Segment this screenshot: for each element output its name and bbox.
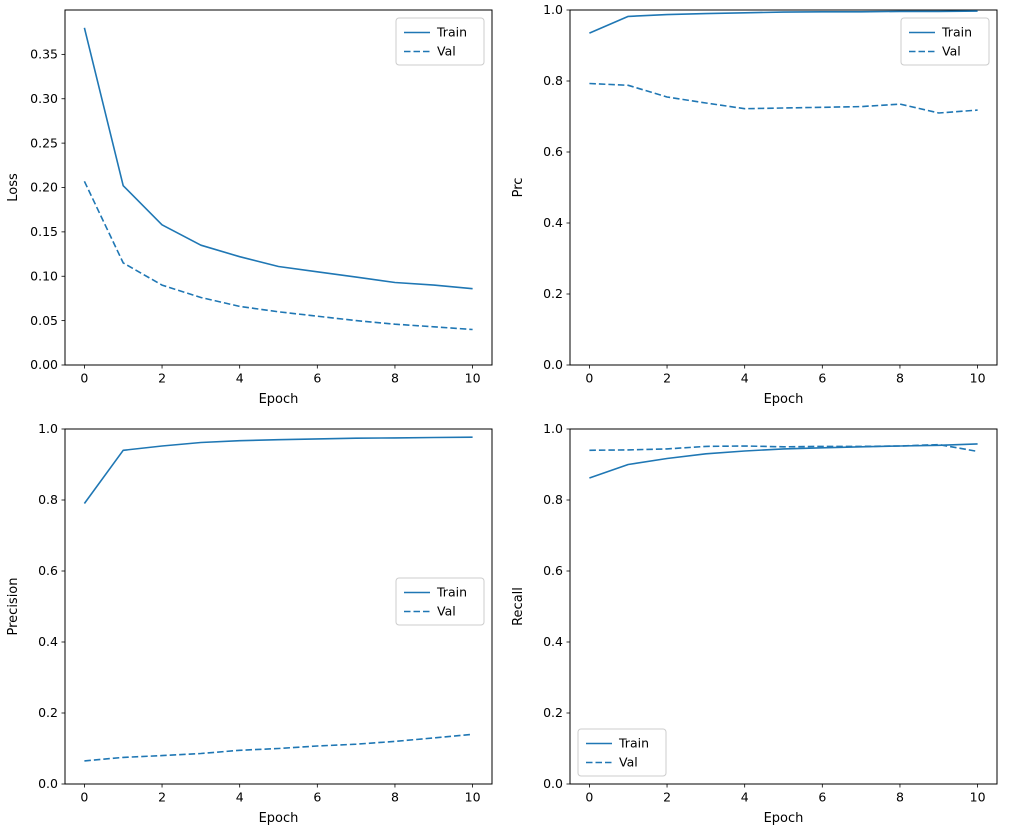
legend-val-label: Val — [437, 604, 456, 619]
y-tick-label: 0.0 — [38, 776, 58, 791]
y-tick-label: 1.0 — [543, 2, 563, 17]
y-axis-label: Precision — [6, 577, 21, 635]
x-tick-label: 0 — [80, 790, 88, 805]
legend-val-label: Val — [619, 755, 638, 770]
y-tick-label: 0.6 — [543, 144, 563, 159]
loss-chart-svg: 0 2 4 6 8 10 0.00 0.05 0.10 0.15 0.20 0.25 0.30 0.35 E… — [6, 9, 493, 407]
y-tick-label: 0.6 — [543, 563, 563, 578]
x-tick-label: 10 — [465, 790, 481, 805]
axes-frame — [569, 9, 998, 366]
legend-box — [395, 17, 485, 66]
x-tick-label: 0 — [80, 371, 88, 386]
precision-chart-svg: 0 2 4 6 8 10 0.0 0.2 0.4 0.6 0.8 1.0 Epoch Precision T… — [6, 421, 493, 826]
subplot-precision: 0 2 4 6 8 10 0.0 0.2 0.4 0.6 0.8 1.0 Epoch Precision T… — [0, 419, 505, 838]
x-tick-label: 10 — [970, 790, 986, 805]
y-tick-label: 0.35 — [30, 47, 58, 62]
legend-box — [900, 17, 990, 66]
x-tick-label: 8 — [896, 371, 904, 386]
x-tick-label: 8 — [896, 790, 904, 805]
y-tick-label: 0.2 — [38, 705, 58, 720]
y-tick-label: 0.25 — [30, 135, 58, 150]
y-tick-label: 0.30 — [30, 91, 58, 106]
x-tick-label: 8 — [391, 790, 399, 805]
recall-chart-svg: 0 2 4 6 8 10 0.0 0.2 0.4 0.6 0.8 1.0 Epoch Recall Trai… — [511, 421, 998, 826]
legend-val-label: Val — [942, 44, 961, 59]
y-tick-label: 0.6 — [38, 563, 58, 578]
train-line — [83, 436, 473, 504]
x-tick-label: 2 — [158, 371, 166, 386]
x-tick-label: 4 — [236, 371, 244, 386]
y-axis-label: Loss — [6, 173, 21, 202]
subplot-loss: 0 2 4 6 8 10 0.00 0.05 0.10 0.15 0.20 0.25 0.30 0.35 E… — [0, 0, 505, 419]
prc-chart-svg: 0 2 4 6 8 10 0.0 0.2 0.4 0.6 0.8 1.0 Epoch Prc Train Va… — [511, 2, 998, 407]
x-tick-label: 4 — [741, 371, 749, 386]
val-line — [84, 733, 473, 762]
x-axis-label: Epoch — [259, 392, 299, 407]
axes-frame — [569, 428, 998, 785]
x-tick-label: 2 — [663, 371, 671, 386]
y-tick-label: 0.4 — [543, 634, 563, 649]
x-axis-label: Epoch — [764, 811, 804, 826]
legend-box — [395, 577, 485, 626]
x-axis-label: Epoch — [259, 811, 299, 826]
x-tick-label: 0 — [585, 790, 593, 805]
y-tick-label: 0.4 — [38, 634, 58, 649]
subplot-prc: 0 2 4 6 8 10 0.0 0.2 0.4 0.6 0.8 1.0 Epoch Prc Train Va… — [505, 0, 1010, 419]
val-line — [83, 180, 473, 331]
x-tick-label: 10 — [970, 371, 986, 386]
y-tick-label: 0.4 — [543, 215, 563, 230]
train-line — [83, 27, 473, 290]
y-tick-label: 0.15 — [30, 224, 58, 239]
y-tick-label: 0.2 — [543, 705, 563, 720]
train-line — [589, 10, 978, 34]
x-tick-label: 2 — [663, 790, 671, 805]
val-line — [589, 443, 978, 453]
x-tick-label: 6 — [313, 790, 321, 805]
legend-train-label: Train — [618, 736, 649, 751]
y-axis-label: Recall — [511, 587, 526, 626]
x-tick-label: 6 — [313, 371, 321, 386]
x-tick-label: 2 — [158, 790, 166, 805]
x-tick-label: 6 — [818, 371, 826, 386]
y-tick-label: 0.8 — [543, 492, 563, 507]
y-tick-label: 0.2 — [543, 286, 563, 301]
y-tick-label: 0.10 — [30, 268, 58, 283]
val-line — [589, 82, 978, 114]
legend-val-label: Val — [437, 44, 456, 59]
subplot-recall: 0 2 4 6 8 10 0.0 0.2 0.4 0.6 0.8 1.0 Epoch Recall Trai… — [505, 419, 1010, 838]
y-tick-label: 1.0 — [543, 421, 563, 436]
legend-train-label: Train — [436, 585, 467, 600]
x-tick-label: 4 — [236, 790, 244, 805]
y-tick-label: 0.8 — [38, 492, 58, 507]
y-tick-label: 0.0 — [543, 776, 563, 791]
y-tick-label: 0.8 — [543, 73, 563, 88]
x-tick-label: 8 — [391, 371, 399, 386]
x-tick-label: 0 — [585, 371, 593, 386]
x-tick-label: 10 — [465, 371, 481, 386]
y-tick-label: 1.0 — [38, 421, 58, 436]
y-tick-label: 0.00 — [30, 357, 58, 372]
x-axis-label: Epoch — [764, 392, 804, 407]
y-tick-label: 0.0 — [543, 357, 563, 372]
x-tick-label: 6 — [818, 790, 826, 805]
y-axis-label: Prc — [511, 178, 526, 198]
legend-train-label: Train — [941, 25, 972, 40]
y-tick-label: 0.20 — [30, 180, 58, 195]
x-tick-label: 4 — [741, 790, 749, 805]
legend-train-label: Train — [436, 25, 467, 40]
legend-box — [577, 728, 667, 777]
axes-frame — [64, 428, 493, 785]
y-tick-label: 0.05 — [30, 313, 58, 328]
